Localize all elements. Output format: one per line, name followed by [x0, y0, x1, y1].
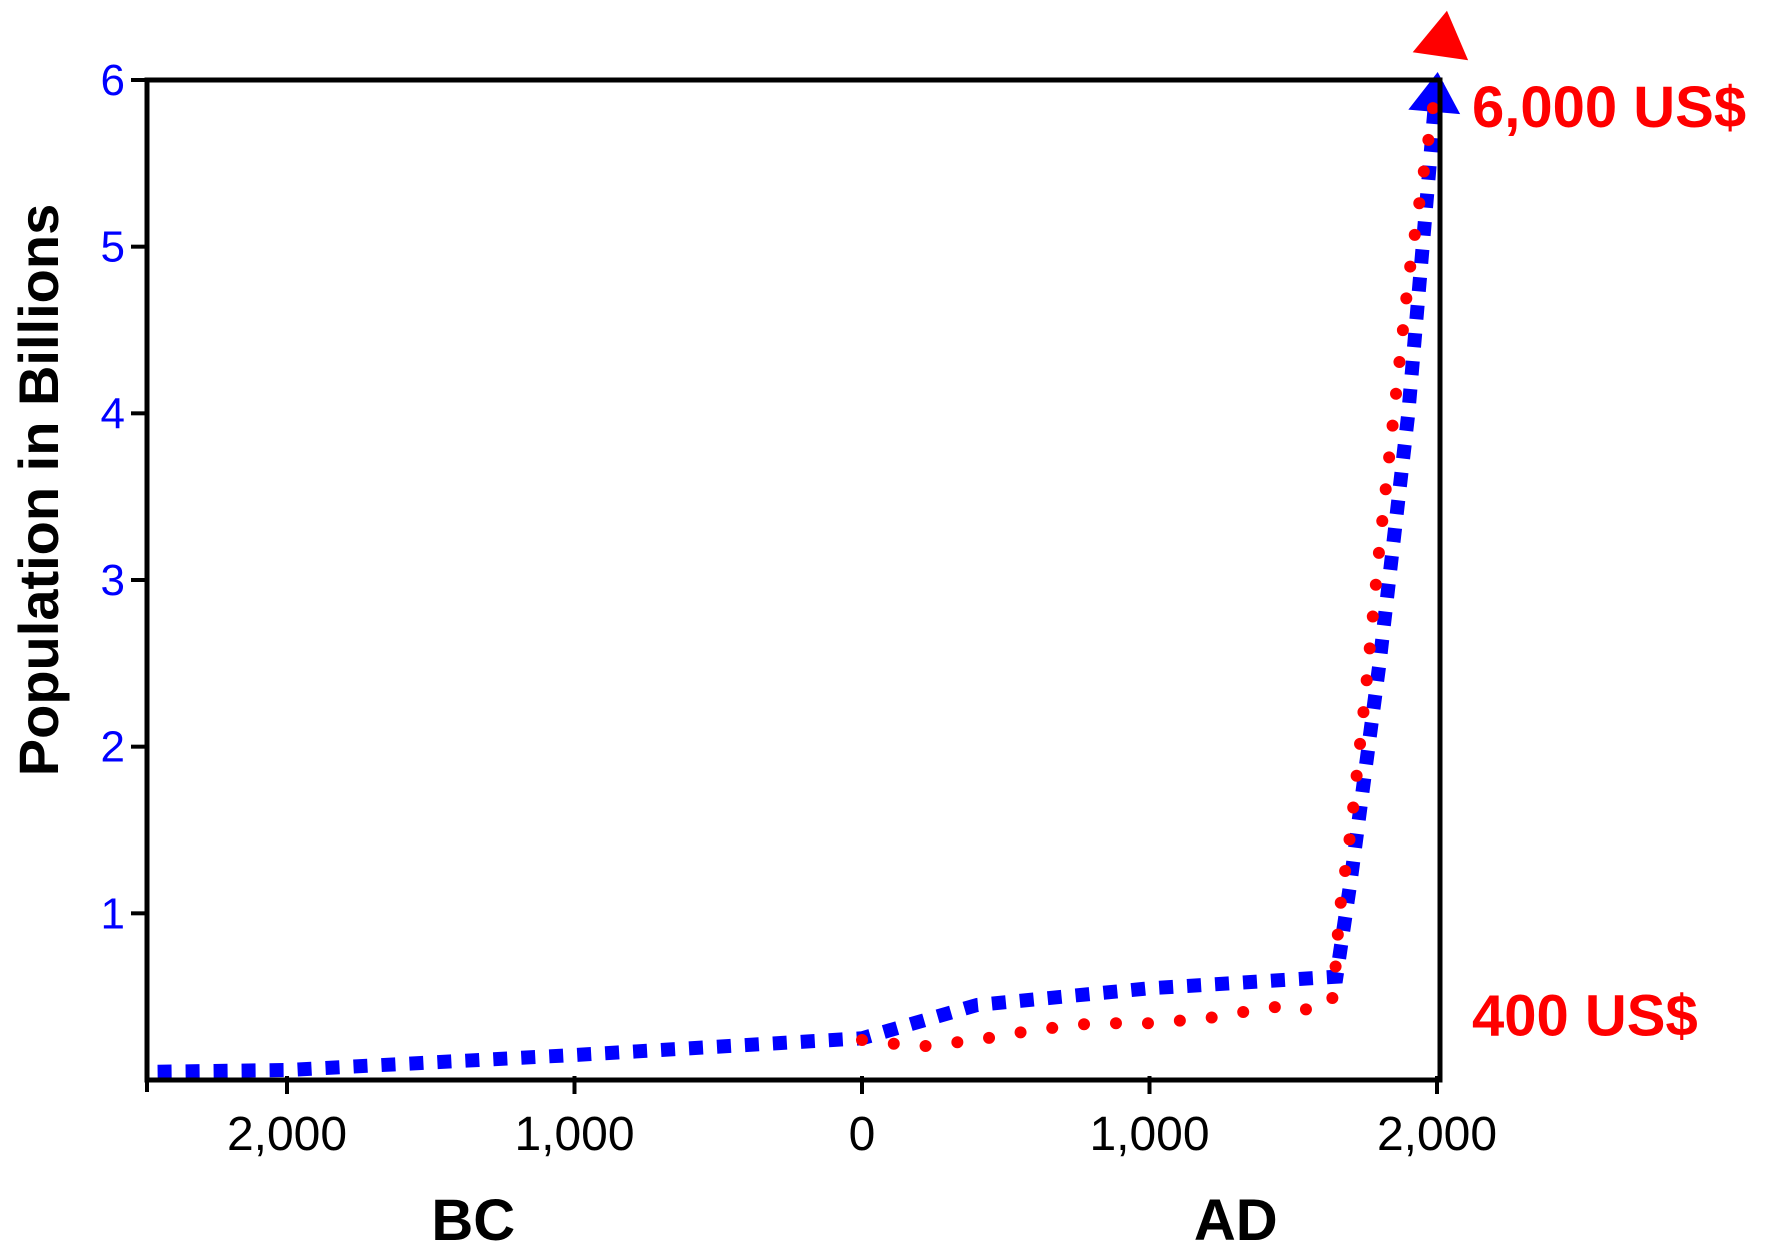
y-tick-label: 5: [101, 223, 125, 272]
x-tick-label: 2,000: [227, 1108, 347, 1161]
series-arrow-blue: [1408, 72, 1461, 115]
y-tick-label: 3: [101, 556, 125, 605]
annotation-label: 400 US$: [1472, 983, 1698, 1048]
y-tick-label: 1: [101, 889, 125, 938]
era-labels: BC AD: [431, 1188, 1277, 1250]
x-tick-label: 1,000: [1089, 1108, 1209, 1161]
y-axis-label: Population in Billions: [7, 204, 70, 776]
era-label-bc: BC: [431, 1188, 515, 1250]
y-tick-label: 6: [101, 56, 125, 105]
y-tick-label: 2: [101, 723, 125, 772]
x-tick-label: 0: [849, 1108, 876, 1161]
x-axis-ticks: 2,000 1,000 0 1,000 2,000: [145, 1076, 1497, 1161]
era-label-ad: AD: [1194, 1188, 1278, 1250]
y-axis-ticks: 1 2 3 4 5 6: [101, 56, 147, 938]
y-tick-label: 4: [101, 389, 125, 438]
axes-layer: [144, 77, 1443, 1083]
plot-frame: [144, 77, 1443, 1083]
annotations: 6,000 US$ 400 US$: [1472, 75, 1746, 1048]
series-line-blue: [157, 79, 1444, 1079]
series-layer: [157, 10, 1469, 1079]
x-tick-label: 1,000: [514, 1108, 634, 1161]
x-tick-label: 2,000: [1377, 1108, 1497, 1161]
annotation-label: 6,000 US$: [1472, 75, 1746, 140]
series-arrow-red: [1412, 10, 1469, 61]
